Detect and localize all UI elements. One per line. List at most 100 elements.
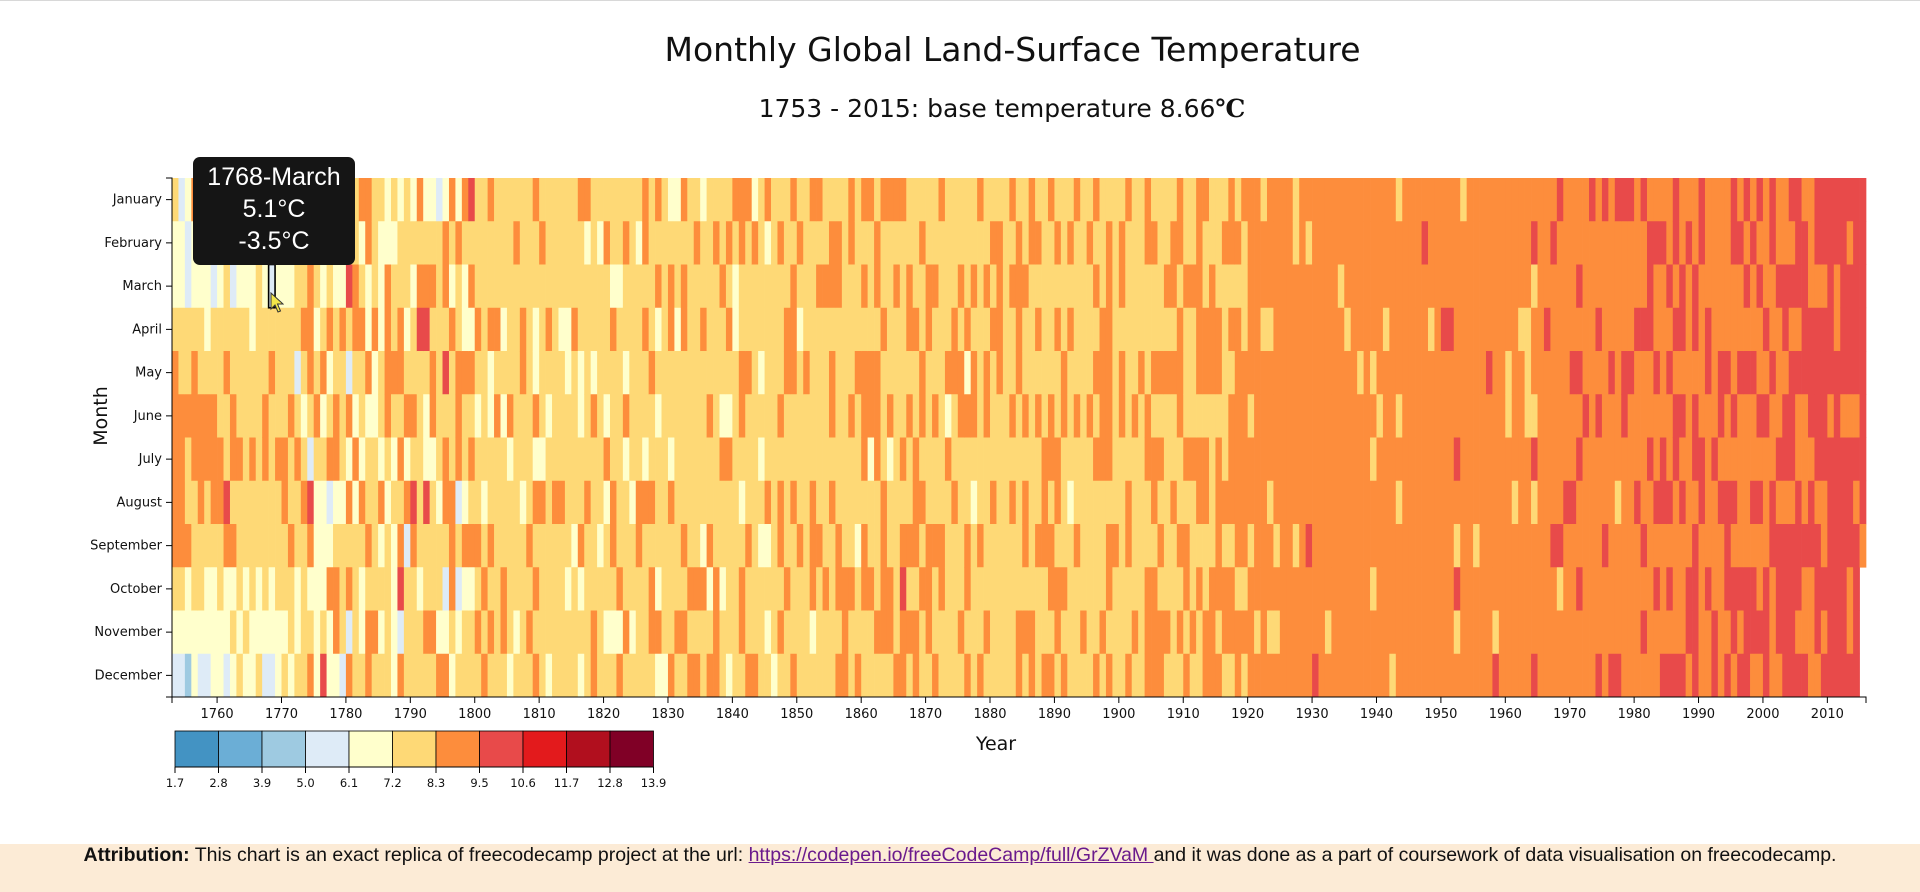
cell xyxy=(506,221,514,265)
cell xyxy=(558,480,566,525)
cell xyxy=(912,610,920,655)
cell xyxy=(758,307,765,352)
cell xyxy=(1363,221,1371,265)
cell xyxy=(597,394,604,438)
cell xyxy=(1582,653,1590,698)
cell xyxy=(932,307,939,352)
cell xyxy=(1247,437,1255,482)
cell xyxy=(1614,524,1622,568)
cell xyxy=(217,653,224,698)
cell xyxy=(539,178,546,222)
cell xyxy=(268,480,276,525)
cell xyxy=(1750,653,1757,698)
cell xyxy=(1415,524,1422,568)
cell xyxy=(197,480,205,525)
cell xyxy=(1498,480,1506,525)
cell xyxy=(1717,307,1725,352)
cell xyxy=(1421,264,1429,309)
cell xyxy=(242,480,250,525)
cell xyxy=(552,524,559,568)
cell xyxy=(1363,178,1371,222)
cell xyxy=(970,221,978,265)
cell xyxy=(229,567,237,611)
cell xyxy=(1183,307,1191,352)
cell xyxy=(777,178,785,222)
cell xyxy=(1672,264,1680,309)
cell xyxy=(609,653,617,698)
cell xyxy=(803,524,811,568)
cell xyxy=(1466,307,1474,352)
cell xyxy=(1157,351,1165,395)
cell xyxy=(339,653,347,698)
cell xyxy=(1170,264,1178,309)
cell xyxy=(803,610,811,655)
cell xyxy=(1183,437,1191,482)
cell xyxy=(609,178,617,222)
cell xyxy=(1672,610,1680,655)
cell xyxy=(1460,610,1467,655)
cell xyxy=(1634,610,1641,655)
cell xyxy=(1118,178,1126,222)
cell xyxy=(771,307,778,352)
legend-swatch xyxy=(261,730,306,768)
cell xyxy=(1060,307,1068,352)
cell xyxy=(229,524,237,568)
cell xyxy=(609,394,617,438)
cell xyxy=(622,567,630,611)
cell xyxy=(1389,351,1397,395)
cell xyxy=(1415,480,1422,525)
cell xyxy=(1692,307,1699,352)
cell xyxy=(970,307,978,352)
cell xyxy=(275,653,282,698)
cell xyxy=(764,653,772,698)
cell xyxy=(1305,394,1313,438)
cell xyxy=(1389,480,1397,525)
cell xyxy=(1337,351,1345,395)
cell xyxy=(1221,610,1229,655)
cell xyxy=(275,524,282,568)
cell xyxy=(925,307,933,352)
cell xyxy=(957,524,965,568)
cell xyxy=(1196,480,1203,525)
cell xyxy=(1035,307,1042,352)
cell xyxy=(1485,351,1493,395)
cell xyxy=(1093,178,1100,222)
cell xyxy=(229,653,237,698)
cell xyxy=(796,221,804,265)
cell xyxy=(442,178,450,222)
cell xyxy=(358,437,366,482)
cell xyxy=(912,307,920,352)
cell xyxy=(352,264,360,309)
cell xyxy=(294,437,302,482)
cell xyxy=(1788,178,1796,222)
cell xyxy=(1080,394,1087,438)
cell xyxy=(951,221,959,265)
cell xyxy=(1028,394,1036,438)
cell xyxy=(693,653,701,698)
cell xyxy=(841,480,849,525)
cell xyxy=(416,524,424,568)
cell xyxy=(970,524,978,568)
cell xyxy=(1131,264,1139,309)
attribution-text-end: and it was done as a part of coursework … xyxy=(1153,844,1837,866)
cell xyxy=(854,437,862,482)
attribution-link[interactable]: https://codepen.io/freeCodeCamp/full/GrZ… xyxy=(748,844,1154,866)
cell xyxy=(1363,307,1371,352)
cell xyxy=(1389,567,1397,611)
cell xyxy=(1395,221,1403,265)
cell xyxy=(1621,351,1629,395)
legend-swatch xyxy=(522,730,567,768)
cell xyxy=(616,394,624,438)
cell xyxy=(397,610,405,655)
legend-tick-label: 13.9 xyxy=(641,776,667,790)
cell xyxy=(1853,567,1860,611)
cell xyxy=(1576,178,1583,222)
cell xyxy=(1363,351,1371,395)
cell xyxy=(1215,567,1223,611)
cell xyxy=(448,394,456,438)
cell xyxy=(1273,480,1281,525)
cell xyxy=(210,524,218,568)
cell xyxy=(1189,653,1197,698)
cell xyxy=(1163,307,1171,352)
cell xyxy=(384,178,392,222)
